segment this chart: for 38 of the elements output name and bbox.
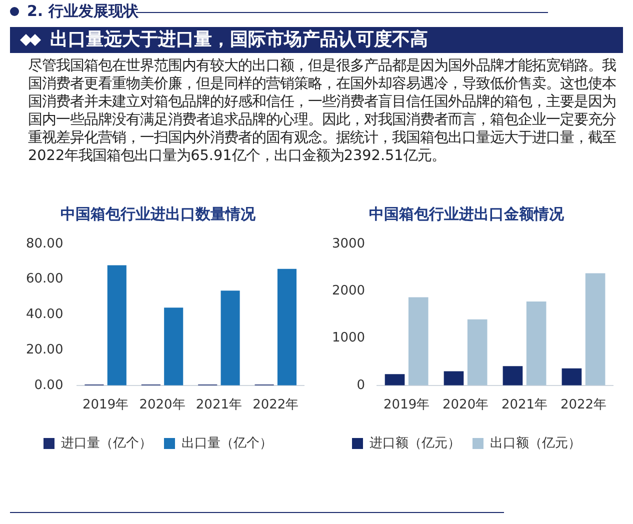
y-tick-label: 80.00 — [26, 236, 64, 252]
legend-label: 进口量（亿个） — [61, 436, 152, 451]
legend-label: 进口额（亿元） — [370, 436, 460, 451]
bar — [384, 374, 405, 386]
y-tick-label: 60.00 — [26, 272, 64, 287]
x-tick-label: 2021年 — [501, 398, 548, 413]
legend-label: 出口额（亿元） — [490, 436, 581, 451]
bar — [562, 368, 582, 386]
bar — [220, 290, 240, 386]
x-tick-label: 2019年 — [384, 398, 430, 413]
y-tick-label: 2000 — [332, 284, 366, 299]
y-tick-label: 0 — [356, 378, 366, 393]
y-tick-label: 40.00 — [26, 307, 64, 322]
chart-title: 中国箱包行业进出口金额情况 — [369, 204, 565, 223]
bar — [585, 273, 606, 386]
bar — [107, 265, 126, 386]
x-tick-label: 2022年 — [252, 398, 299, 413]
bar — [526, 302, 546, 386]
bar — [408, 297, 428, 386]
bar — [502, 366, 523, 386]
x-tick-label: 2019年 — [82, 398, 129, 413]
x-tick-label: 2022年 — [560, 398, 607, 413]
bar — [164, 308, 184, 386]
legend-label: 出口量（亿个） — [182, 436, 272, 451]
bar — [467, 319, 488, 386]
y-tick-label: 1000 — [332, 330, 366, 346]
chart-title: 中国箱包行业进出口数量情况 — [60, 204, 256, 223]
bar — [277, 268, 297, 386]
bar — [444, 371, 464, 386]
text: 出口量远大于进口量，国际市场产品认可度不高 — [50, 29, 428, 51]
x-tick-label: 2021年 — [196, 398, 242, 413]
text: 尽管我国箱包在世界范围内有较大的出口额，但是很多产品都是因为国外品牌才能拓宽销路。我国消费者更看重物美价廉，但是同样的营销策略，在国外却容易遇冷，导致低价售卖。这也使本国消费者并未建立对箱包品牌的好感和信任，一些消费者盲目信任国外品牌的箱包，主要是因为国内一些品牌没有满足消费者追求品牌的心理。因此，对我国消费者而言，箱包企业一定要充分重视差异化营销，一扫国内外消费者的固有观念。据统计，我国箱包出口量远大于进口量，截至2022年我国箱包出口量为65.91亿个，出口金额为2392.51亿元。 — [28, 57, 617, 165]
x-tick-label: 2020年 — [442, 398, 489, 413]
y-tick-label: 3000 — [332, 236, 366, 252]
x-tick-label: 2020年 — [139, 398, 186, 413]
text: 2. 行业发展现状 — [27, 1, 138, 21]
y-tick-label: 20.00 — [26, 342, 64, 358]
y-tick-label: 0.00 — [34, 378, 64, 393]
